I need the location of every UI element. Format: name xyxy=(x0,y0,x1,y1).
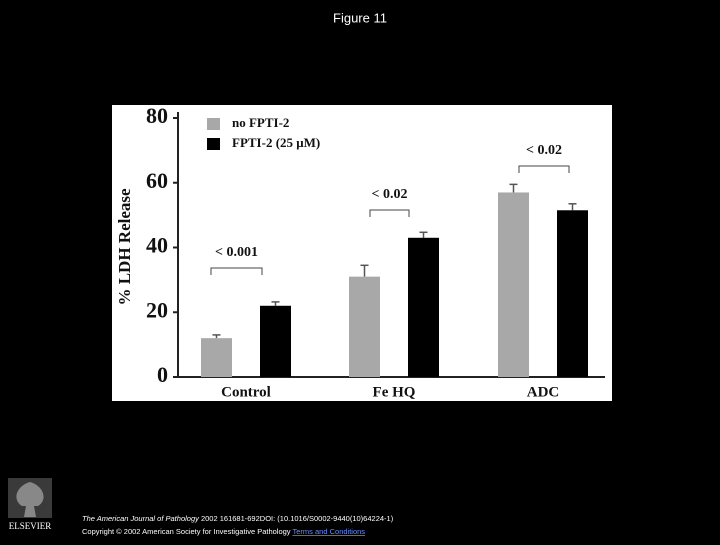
y-axis-label: % LDH Release xyxy=(115,188,134,306)
bar xyxy=(498,192,529,377)
annotation: < 0.02 xyxy=(372,187,408,202)
legend-label: no FPTI-2 xyxy=(232,115,289,130)
logo-text: ELSEVIER xyxy=(9,521,52,531)
copyright: Copyright © 2002 American Society for In… xyxy=(82,527,365,536)
significance-bracket xyxy=(369,209,410,217)
citation: The American Journal of Pathology 2002 1… xyxy=(82,514,394,523)
bar xyxy=(260,305,291,377)
x-tick-label: Fe HQ xyxy=(373,384,416,400)
y-tick-label: 60 xyxy=(146,168,168,193)
y-tick-label: 0 xyxy=(157,362,168,387)
y-tick-label: 40 xyxy=(146,233,168,258)
bar xyxy=(557,210,588,377)
logo-tree-shape xyxy=(16,482,44,517)
y-tick-label: 20 xyxy=(146,297,168,322)
legend-swatch xyxy=(207,118,220,130)
significance-bracket xyxy=(518,165,570,173)
copyright-text: Copyright © 2002 American Society for In… xyxy=(82,527,291,536)
bar xyxy=(201,338,232,377)
bar xyxy=(349,276,380,377)
terms-link[interactable]: Terms and Conditions xyxy=(293,527,366,536)
bar xyxy=(408,237,439,377)
significance-bracket xyxy=(210,267,263,275)
y-tick-label: 80 xyxy=(146,103,168,128)
legend-label: FPTI-2 (25 μM) xyxy=(232,135,320,150)
chart: % LDH Release 0 20 40 60 80 Control Fe HQ ADC < … xyxy=(112,103,612,401)
annotation: < 0.001 xyxy=(215,245,258,260)
x-tick-label: ADC xyxy=(527,384,560,400)
x-tick-label: Control xyxy=(221,384,271,400)
slide-title: Figure 11 xyxy=(333,10,387,25)
annotation: < 0.02 xyxy=(526,143,562,158)
journal-name: The American Journal of Pathology xyxy=(82,514,200,523)
logo: ELSEVIER xyxy=(8,478,52,531)
citation-detail: 2002 161681-692DOI: (10.1016/S0002-9440(… xyxy=(201,514,394,523)
legend-swatch xyxy=(207,138,220,150)
